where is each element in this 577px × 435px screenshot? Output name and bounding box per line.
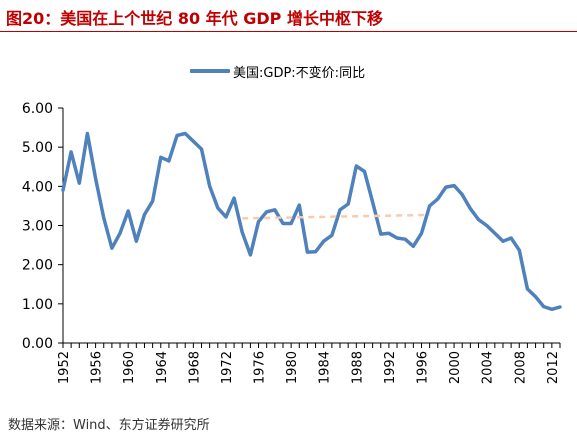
data-point xyxy=(558,305,562,309)
data-point xyxy=(444,185,448,189)
data-point xyxy=(298,203,301,207)
x-tick-label: 1952 xyxy=(57,351,72,384)
x-tick-label: 2008 xyxy=(513,351,528,384)
figure-title: 图20：美国在上个世纪 80 年代 GDP 增长中枢下移 xyxy=(6,9,383,28)
data-point xyxy=(485,224,488,227)
gdp-series-line xyxy=(61,131,562,312)
x-tick-label: 1960 xyxy=(122,351,137,384)
data-point xyxy=(151,200,154,203)
x-tick-label: 2004 xyxy=(481,351,496,384)
data-point xyxy=(338,208,342,212)
data-point xyxy=(249,253,252,257)
x-tick-label: 1964 xyxy=(155,351,170,384)
data-point xyxy=(420,232,423,235)
data-point xyxy=(322,239,325,243)
data-source: 数据来源：Wind、东方证券研究所 xyxy=(8,418,210,433)
x-tick-label: 1976 xyxy=(253,351,268,384)
data-point xyxy=(126,209,130,213)
data-point xyxy=(534,295,537,298)
data-point xyxy=(102,216,105,219)
data-point xyxy=(257,220,260,223)
data-point xyxy=(135,239,138,243)
data-point xyxy=(314,250,317,253)
data-point xyxy=(452,184,456,187)
data-point xyxy=(542,305,545,308)
x-tick-label: 1980 xyxy=(285,351,300,384)
data-point xyxy=(273,208,277,212)
data-point xyxy=(363,170,366,173)
x-tick-label: 1972 xyxy=(220,351,235,384)
data-point xyxy=(550,308,554,311)
data-point xyxy=(94,177,97,180)
y-tick-label: 4.00 xyxy=(22,179,53,195)
data-point xyxy=(412,245,415,248)
data-point xyxy=(306,250,309,254)
data-point xyxy=(61,189,65,192)
data-point xyxy=(224,215,228,219)
x-tick-label: 1968 xyxy=(187,351,202,384)
data-point xyxy=(289,222,293,225)
data-point xyxy=(143,213,146,216)
y-tick-label: 6.00 xyxy=(22,101,53,117)
data-point xyxy=(78,182,81,185)
data-point xyxy=(167,159,171,163)
y-tick-label: 5.00 xyxy=(22,140,53,156)
x-tick-label: 1992 xyxy=(383,351,398,384)
x-tick-label: 1956 xyxy=(90,351,105,384)
legend-label: 美国:GDP:不变价:同比 xyxy=(233,65,366,81)
data-point xyxy=(469,207,472,210)
legend-swatch xyxy=(190,69,230,73)
x-tick-label: 2000 xyxy=(448,351,463,384)
data-point xyxy=(403,238,407,241)
data-point xyxy=(379,232,382,236)
chart-series xyxy=(61,131,562,312)
data-point xyxy=(200,147,203,151)
data-point xyxy=(330,234,334,237)
chart-axes xyxy=(58,107,561,348)
y-tick-labels: 0.00 1.00 2.00 3.00 4.00 5.00 6.00 xyxy=(22,101,53,352)
data-point xyxy=(461,193,464,196)
data-point xyxy=(518,248,521,252)
data-point xyxy=(192,140,195,143)
y-tick-label: 2.00 xyxy=(22,258,53,274)
x-tick-label: 2012 xyxy=(546,351,561,384)
data-point xyxy=(477,218,480,221)
chart-legend: 美国:GDP:不变价:同比 xyxy=(190,62,366,81)
data-point xyxy=(265,210,268,213)
title-divider xyxy=(0,31,577,32)
x-tick-labels: 1952 1956 1960 1964 1968 1972 1976 1980 1984 1988… xyxy=(57,351,561,384)
data-point xyxy=(159,156,162,159)
x-tick-label: 1988 xyxy=(350,351,365,384)
data-point xyxy=(110,247,114,250)
data-point xyxy=(184,132,187,135)
data-point xyxy=(118,232,122,235)
data-point xyxy=(69,150,73,154)
data-point xyxy=(501,239,505,243)
trend-dashed-line xyxy=(242,213,430,220)
y-tick-label: 1.00 xyxy=(22,297,53,313)
data-point xyxy=(208,185,211,188)
data-point xyxy=(395,236,399,240)
x-tick-label: 1996 xyxy=(415,351,430,384)
data-point xyxy=(428,204,431,208)
data-point xyxy=(216,206,220,210)
data-point xyxy=(241,230,244,234)
data-point xyxy=(175,134,179,137)
data-point xyxy=(281,222,285,225)
y-tick-label: 0.00 xyxy=(22,336,53,352)
x-tick-label: 1984 xyxy=(318,351,333,384)
data-point xyxy=(387,232,391,235)
y-tick-label: 3.00 xyxy=(22,219,53,235)
data-point xyxy=(86,132,89,135)
data-point xyxy=(355,164,358,168)
data-point xyxy=(232,196,236,200)
data-point xyxy=(436,197,439,201)
data-point xyxy=(346,202,350,206)
data-point xyxy=(371,200,374,204)
data-point xyxy=(526,287,529,291)
data-point xyxy=(493,232,497,235)
data-point xyxy=(509,236,513,240)
